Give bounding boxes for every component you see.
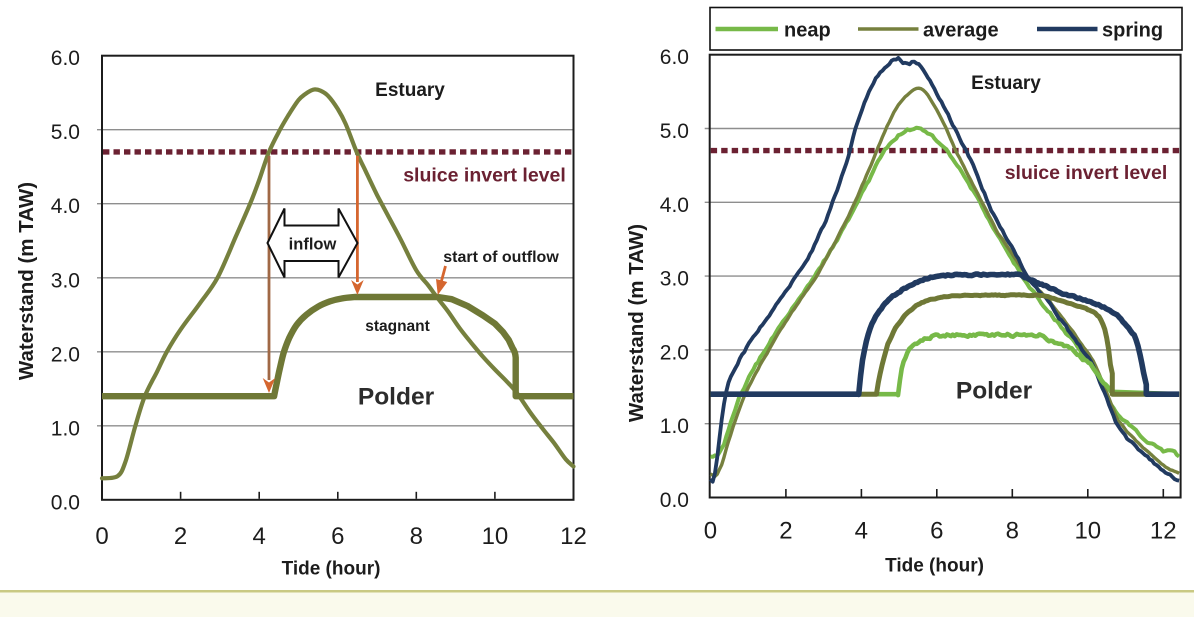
svg-text:12: 12 [560, 523, 587, 550]
svg-text:Tide (hour): Tide (hour) [885, 556, 984, 577]
svg-text:stagnant: stagnant [365, 318, 430, 335]
svg-text:Estuary: Estuary [971, 73, 1041, 94]
svg-text:0: 0 [95, 523, 108, 550]
svg-text:6.0: 6.0 [51, 47, 80, 70]
svg-text:1.0: 1.0 [51, 417, 80, 440]
svg-text:2.0: 2.0 [660, 341, 689, 364]
svg-text:Polder: Polder [358, 384, 435, 411]
svg-text:inflow: inflow [289, 236, 337, 254]
svg-text:0.0: 0.0 [51, 491, 80, 514]
svg-text:Tide (hour): Tide (hour) [282, 559, 381, 580]
svg-text:Polder: Polder [956, 378, 1033, 405]
svg-text:Waterstand (m TAW): Waterstand (m TAW) [625, 224, 648, 422]
svg-text:Waterstand (m TAW): Waterstand (m TAW) [15, 182, 38, 380]
svg-text:sluice invert level: sluice invert level [1005, 162, 1168, 184]
svg-text:0.0: 0.0 [660, 489, 689, 512]
svg-text:4.0: 4.0 [660, 194, 689, 217]
svg-text:12: 12 [1150, 518, 1177, 545]
svg-text:0: 0 [704, 518, 717, 545]
svg-text:5.0: 5.0 [660, 120, 689, 143]
svg-text:4: 4 [855, 518, 868, 545]
svg-text:sluice invert level: sluice invert level [403, 165, 566, 187]
svg-text:spring: spring [1102, 20, 1163, 42]
svg-text:10: 10 [482, 523, 509, 550]
svg-text:2: 2 [174, 523, 187, 550]
svg-text:6.0: 6.0 [660, 46, 689, 69]
svg-text:10: 10 [1074, 518, 1101, 545]
svg-text:2.0: 2.0 [51, 343, 80, 366]
svg-text:neap: neap [784, 20, 831, 42]
svg-text:3.0: 3.0 [51, 269, 80, 292]
svg-text:4.0: 4.0 [51, 195, 80, 218]
svg-text:5.0: 5.0 [51, 121, 80, 144]
svg-text:8: 8 [410, 523, 423, 550]
svg-text:2: 2 [779, 518, 792, 545]
svg-text:Estuary: Estuary [375, 80, 445, 101]
svg-text:start of outflow: start of outflow [443, 249, 559, 266]
svg-text:6: 6 [930, 518, 943, 545]
svg-text:6: 6 [331, 523, 344, 550]
svg-text:3.0: 3.0 [660, 268, 689, 291]
svg-text:1.0: 1.0 [660, 415, 689, 438]
svg-text:4: 4 [252, 523, 265, 550]
svg-text:average: average [923, 20, 999, 42]
svg-text:8: 8 [1006, 518, 1019, 545]
